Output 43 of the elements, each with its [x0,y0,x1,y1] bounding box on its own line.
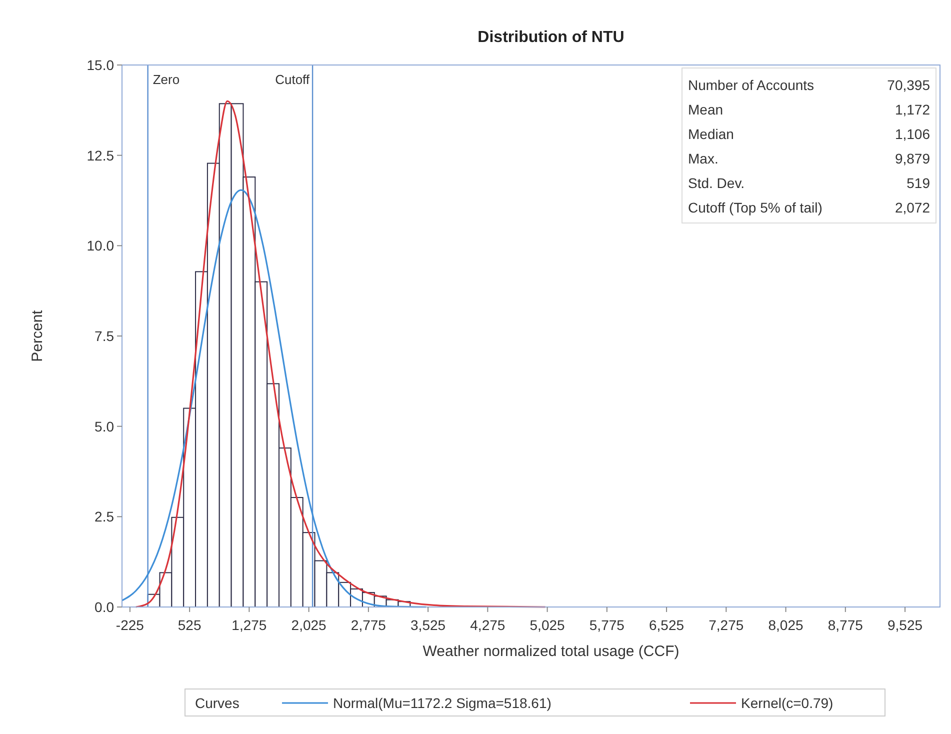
x-tick-label: 9,525 [888,617,923,633]
legend-title: Curves [195,695,240,711]
x-tick-label: 4,275 [470,617,506,633]
y-axis-title: Percent [29,309,46,362]
line-series [135,100,546,608]
x-tick-label: 8,025 [768,617,804,633]
annotation: Number of Accounts [688,77,814,93]
x-tick-label: 5,775 [589,617,625,633]
annotation: 1,106 [894,126,930,142]
x-tick-label: 3,525 [410,617,446,633]
annotation: 519 [906,175,930,191]
annotation: Median [688,126,734,142]
y-tick-label: 10.0 [86,238,114,254]
ref-line-label: Zero [152,72,180,87]
x-tick-label: 2,025 [291,617,327,633]
legend-label: Normal(Mu=1172.2 Sigma=518.61) [333,695,552,711]
x-tick-label: 6,525 [649,617,684,633]
annotation: 1,172 [894,102,930,118]
y-tick-label: 7.5 [94,328,114,344]
y-tick-label: 2.5 [94,508,114,525]
x-tick-label: 8,775 [828,617,864,633]
annotation: 9,879 [894,150,930,166]
x-tick-label: 7,275 [708,617,744,633]
x-tick-label: 1,275 [232,617,267,633]
y-tick-label: 12.5 [86,147,114,164]
ref-line-label: Cutoff [275,72,310,87]
y-tick-label: 5.0 [94,418,114,434]
x-tick-label: 5,025 [530,617,566,633]
chart-title: Distribution of NTU [478,29,624,46]
y-tick-label: 15.0 [86,57,114,73]
y-tick-label: 0.0 [94,599,114,615]
x-tick-label: 525 [178,617,202,633]
x-tick-label: -225 [116,617,144,633]
annotation: 70,395 [887,77,930,93]
x-tick-label: 2,775 [350,617,386,633]
annotation: Mean [688,102,724,118]
annotation: Cutoff (Top 5% of tail) [688,200,822,216]
annotation: Max. [688,150,718,166]
annotation: 2,072 [894,200,930,216]
line-series [121,189,427,608]
annotation: Std. Dev. [688,175,745,191]
legend-label: Kernel(c=0.79) [741,695,834,711]
x-axis-title: Weather normalized total usage (CCF) [422,643,680,660]
